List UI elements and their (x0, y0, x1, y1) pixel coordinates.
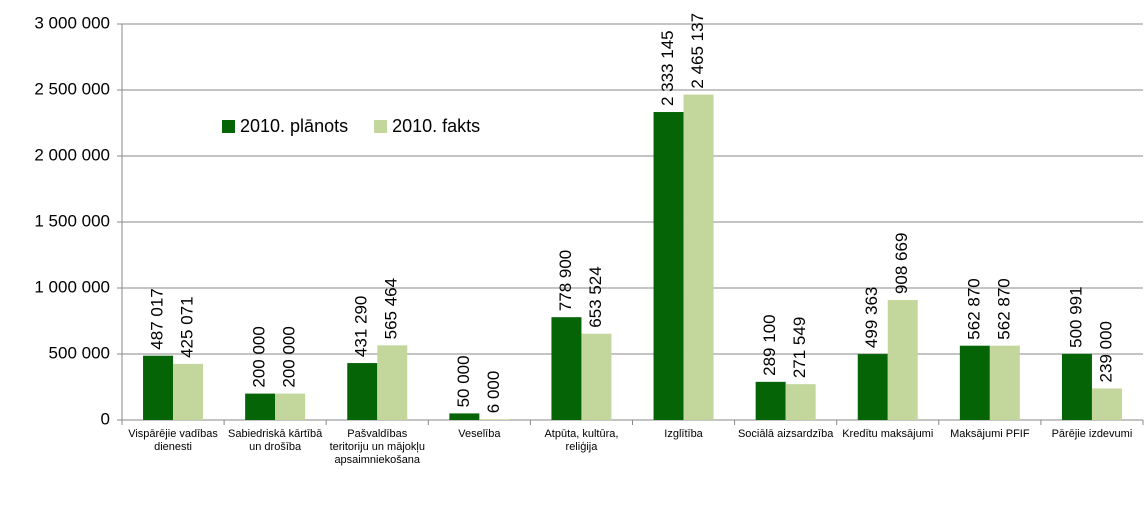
legend-swatch (222, 120, 235, 133)
bar (989, 345, 1020, 420)
legend-label: 2010. plānots (240, 116, 348, 136)
y-tick-label: 0 (101, 409, 110, 428)
x-tick-label: Sociālā aizsardzība (737, 428, 834, 440)
bar (551, 317, 582, 420)
bar (857, 354, 888, 420)
bar (245, 393, 276, 420)
bar (653, 112, 684, 421)
x-tick-label: Izglītība (664, 428, 703, 440)
x-tick-label: Pārējie izdevumi (1051, 428, 1133, 440)
x-tick-label: Kredītu maksājumi (842, 428, 934, 440)
bar (479, 419, 510, 420)
y-tick-label: 2 000 000 (34, 145, 110, 164)
bar (347, 363, 378, 420)
x-tick-label: Sabiedriskā kārtībā un drošība (228, 428, 323, 453)
x-tick-label: Pašvaldības teritoriju un mājokļu apsaim… (329, 428, 425, 466)
bar (143, 355, 174, 420)
value-label: 500 991 (1066, 286, 1085, 347)
bar (887, 300, 918, 420)
bar (785, 384, 816, 420)
x-tick-label: Veselība (458, 428, 501, 440)
bar (755, 381, 786, 420)
value-label: 562 870 (994, 278, 1013, 339)
y-tick-label: 1 500 000 (34, 211, 110, 230)
bar (377, 345, 408, 420)
y-tick-label: 500 000 (49, 343, 110, 362)
bar (959, 345, 990, 420)
value-label: 239 000 (1096, 321, 1115, 382)
value-label: 200 000 (280, 326, 299, 387)
bar (449, 413, 480, 420)
y-tick-label: 1 000 000 (34, 277, 110, 296)
value-label: 6 000 (484, 371, 503, 414)
legend-swatch (374, 120, 388, 133)
bar (1061, 353, 1092, 420)
value-label: 2 333 145 (658, 30, 677, 106)
value-label: 487 017 (148, 288, 167, 349)
value-label: 425 071 (178, 296, 197, 357)
x-tick-label: Vispārējie vadības dienesti (128, 428, 218, 453)
y-tick-label: 2 500 000 (34, 79, 110, 98)
x-tick-label: Atpūta, kultūra, reliģija (544, 428, 619, 453)
value-label: 271 549 (790, 317, 809, 378)
y-tick-label: 3 000 000 (34, 13, 110, 32)
value-label: 562 870 (964, 278, 983, 339)
value-label: 2 465 137 (688, 13, 707, 89)
bar (581, 333, 612, 420)
value-label: 565 464 (382, 278, 401, 339)
bar (173, 363, 204, 420)
value-label: 289 100 (760, 314, 779, 375)
value-label: 499 363 (862, 287, 881, 348)
bar (275, 393, 306, 420)
bar (683, 94, 714, 420)
value-label: 50 000 (454, 355, 473, 407)
x-tick-label: Maksājumi PFIF (950, 428, 1030, 440)
value-label: 653 524 (586, 266, 605, 327)
value-label: 200 000 (250, 326, 269, 387)
legend-label: 2010. fakts (392, 116, 480, 136)
value-label: 908 669 (892, 233, 911, 294)
value-label: 778 900 (556, 250, 575, 311)
bar (1091, 388, 1122, 420)
value-label: 431 290 (352, 296, 371, 357)
